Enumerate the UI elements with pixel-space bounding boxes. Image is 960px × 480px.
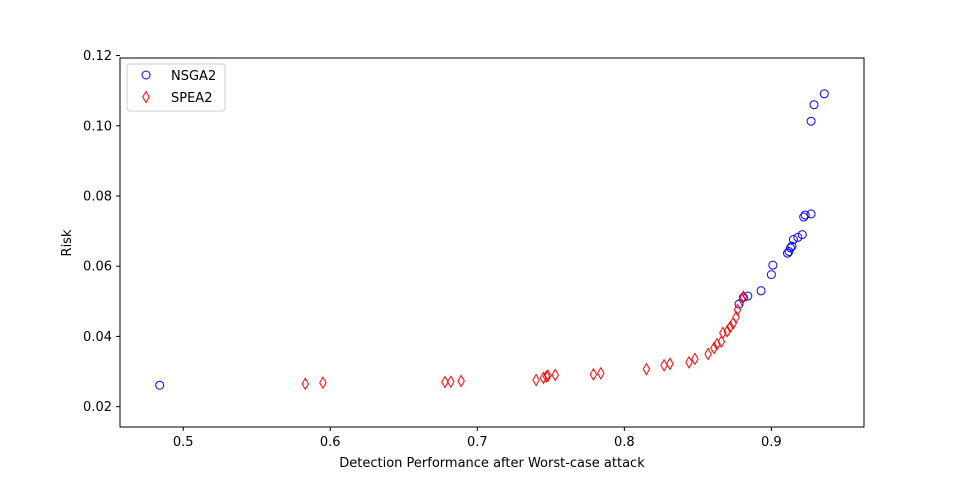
spea2-point	[660, 358, 668, 372]
spea2-point	[642, 362, 651, 376]
nsga2-point	[783, 248, 793, 258]
spea2-point	[723, 324, 732, 338]
nsga2-point	[785, 243, 795, 253]
spea2-point	[319, 376, 327, 390]
spea2-point	[717, 335, 726, 349]
nsga2-point	[155, 380, 165, 390]
nsga2-point	[806, 209, 816, 219]
spea2-point	[447, 375, 455, 389]
x-tick-label: 0.6	[320, 435, 341, 450]
spea2-point	[539, 371, 548, 385]
nsga2-point	[809, 100, 819, 110]
spea2-point	[544, 369, 552, 383]
spea2-point	[589, 367, 598, 381]
x-tick-label: 0.5	[173, 435, 194, 450]
nsga2-point	[766, 270, 776, 280]
nsga2-point	[800, 210, 810, 220]
spea2-point	[691, 352, 699, 366]
nsga2-point	[799, 212, 809, 222]
y-tick-label: 0.04	[83, 330, 112, 345]
spea2-point	[457, 374, 465, 388]
nsga2-point	[797, 230, 807, 240]
legend: NSGA2 SPEA2	[126, 63, 226, 112]
legend-marker-shape	[141, 70, 151, 80]
nsga2-point	[787, 241, 797, 251]
spea2-point	[719, 326, 727, 340]
spea2-point	[301, 377, 310, 391]
nsga2-point	[788, 235, 798, 245]
y-axis-label: Risk	[60, 229, 75, 256]
spea2-point	[739, 290, 748, 304]
legend-marker-spea2	[142, 90, 150, 104]
legend-label-spea2: SPEA2	[171, 91, 212, 106]
x-axis-label: Detection Performance after Worst-case a…	[339, 456, 645, 471]
nsga2-point	[806, 116, 816, 126]
spea2-point	[441, 375, 449, 389]
nsga2-point	[756, 286, 766, 296]
nsga2-point	[793, 232, 803, 242]
y-tick-label: 0.02	[83, 400, 112, 415]
legend-marker-nsga2	[141, 70, 151, 80]
x-tick-label: 0.9	[761, 435, 782, 450]
spea2-point	[732, 310, 740, 324]
y-tick-label: 0.12	[83, 49, 112, 64]
legend-box	[126, 63, 226, 112]
y-tick-label: 0.10	[83, 119, 112, 134]
spea2-point	[733, 303, 742, 317]
spea2-point	[551, 368, 560, 382]
data-points	[155, 89, 829, 391]
spea2-point	[704, 347, 712, 361]
spea2-point	[738, 293, 746, 307]
spea2-point	[726, 320, 734, 334]
nsga2-point	[768, 260, 778, 270]
spea2-point	[666, 357, 674, 371]
spea2-point	[710, 341, 718, 355]
plot-frame	[119, 57, 865, 428]
y-tick-label: 0.06	[83, 260, 112, 275]
nsga2-point	[743, 291, 753, 301]
y-tick-label: 0.08	[83, 189, 112, 204]
legend-marker-shape	[142, 90, 150, 104]
legend-label-nsga2: NSGA2	[171, 69, 216, 84]
spea2-point	[542, 369, 551, 383]
spea2-point	[597, 366, 605, 380]
x-tick-label: 0.8	[614, 435, 635, 450]
nsga2-point	[819, 89, 829, 99]
spea2-point	[532, 373, 540, 387]
x-tick-label: 0.7	[467, 435, 488, 450]
axis-ticks: 0.5 0.6 0.7 0.8 0.9 0.02 0.04 0.06 0.08 0.10 0.12	[83, 49, 782, 450]
spea2-point	[685, 355, 693, 369]
